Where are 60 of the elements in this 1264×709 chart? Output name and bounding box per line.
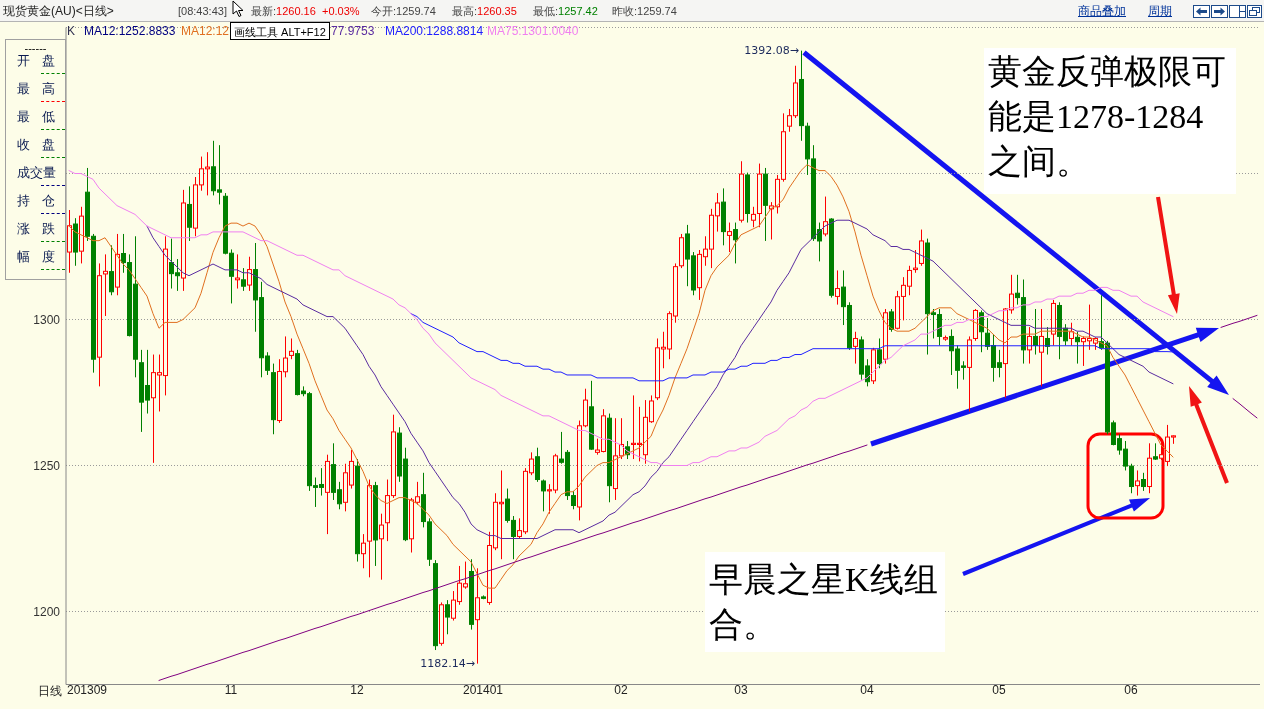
candlestick <box>1033 308 1038 356</box>
line-series <box>1232 398 1258 419</box>
annotation: K <box>67 24 76 38</box>
x-tick-label: 201401 <box>462 683 504 698</box>
candlestick <box>439 601 444 647</box>
text: +0.03% <box>322 5 360 17</box>
candlestick <box>835 269 840 306</box>
x-tick-label: 11 <box>224 683 238 698</box>
annotation: MA12:12 <box>181 24 230 38</box>
text: 商品叠加 <box>1078 4 1126 18</box>
side-panel: ------ 开盘 最高 最低 收盘 成交量 持仓 涨跌 幅度 <box>5 39 66 280</box>
candlestick <box>919 229 924 267</box>
candlestick <box>235 253 240 290</box>
line-series <box>410 313 1174 382</box>
candlestick <box>97 262 102 387</box>
candlestick <box>67 209 72 274</box>
note-box: 黄金反弹极限可能是1278-1284之间。 <box>984 48 1236 194</box>
tooltip-box: 画线工具 ALT+F12 <box>230 22 330 40</box>
y-tick-label: 1200 <box>33 604 61 619</box>
annotation: 早晨之星K线组合。 <box>709 560 939 645</box>
text: 周期 <box>1148 4 1172 18</box>
annotation: 黄金反弹极限可能是1278-1284之间。 <box>988 52 1227 182</box>
text: 昨收:1259.74 <box>612 5 677 17</box>
candlestick <box>1039 308 1044 387</box>
candlestick <box>379 513 384 581</box>
line-series <box>146 219 1174 539</box>
candlestick <box>103 253 108 317</box>
x-tick-label: 201309 <box>66 683 108 698</box>
candlestick <box>361 533 366 569</box>
annotation: 77.9753 <box>331 24 375 38</box>
candlestick <box>1135 469 1140 497</box>
candlestick <box>973 309 978 342</box>
y-tick-label: 1250 <box>33 458 61 473</box>
candlestick <box>475 567 480 665</box>
chart-title: 现货黄金(AU)<日线> <box>3 4 114 18</box>
x-tick-label: 03 <box>734 683 748 698</box>
x-tick-label: 12 <box>350 683 364 698</box>
candlestick <box>721 187 726 246</box>
x-tick-label: 05 <box>992 683 1006 698</box>
text: 最新:1260.16 <box>251 5 316 17</box>
candlestick <box>181 189 186 292</box>
x-tick-label: 02 <box>614 683 628 698</box>
candlestick <box>739 160 744 224</box>
note-box: 早晨之星K线组合。 <box>705 552 945 652</box>
x-tick-label: 04 <box>860 683 874 698</box>
x-axis-title: 日线 <box>38 684 62 698</box>
annotation: MA200:1288.8814 <box>385 24 484 38</box>
annotation: 1182.14→ <box>420 656 475 671</box>
annotation: 1392.08→ <box>744 43 799 58</box>
y-tick-label: 1300 <box>33 312 61 327</box>
text: [08:43:43] <box>178 5 227 17</box>
annotation: MA75:1301.0040 <box>487 24 579 38</box>
annotation: MA12:1252.8833 <box>84 24 176 38</box>
text: 最低:1257.42 <box>533 5 598 17</box>
candlestick <box>913 249 918 274</box>
text: 今开:1259.74 <box>371 5 436 17</box>
candlestick <box>799 50 804 142</box>
x-tick-label: 06 <box>1124 683 1138 698</box>
text: 最高:1260.35 <box>452 5 517 17</box>
annotation: 画线工具 ALT+F12 <box>234 26 326 38</box>
